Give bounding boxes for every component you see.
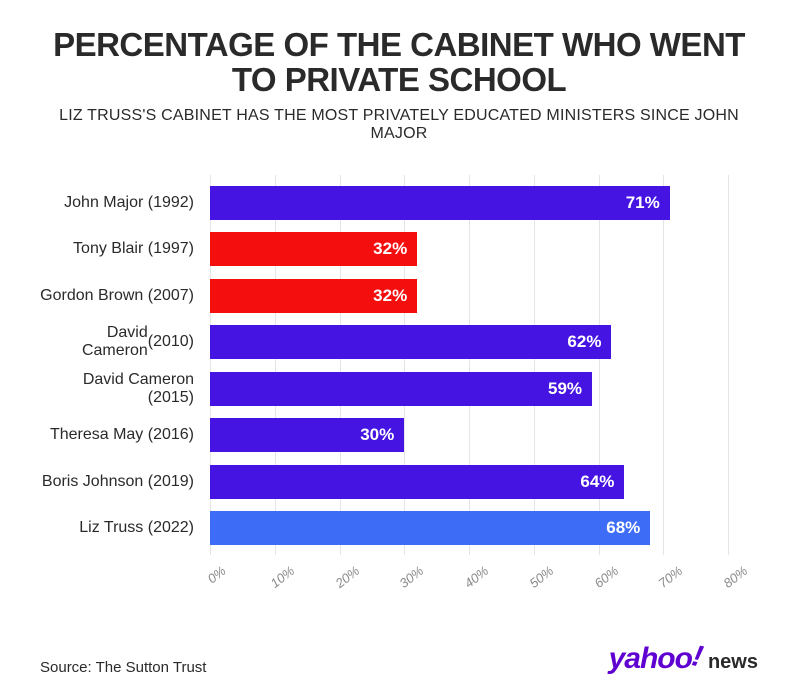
category-label: David Cameron(2010) <box>40 325 202 359</box>
yahoo-news-logo: yahoo! news <box>609 642 758 676</box>
x-axis: 0%10%20%30%40%50%60%70%80% <box>210 555 728 605</box>
x-tick-label: 80% <box>721 563 751 591</box>
category-label: Boris Johnson (2019) <box>40 465 202 499</box>
category-label: David Cameron (2015) <box>40 372 202 406</box>
bar: 30% <box>210 418 404 452</box>
x-tick-label: 40% <box>462 563 492 591</box>
x-tick-label: 0% <box>205 563 229 586</box>
bar-row: 62% <box>210 325 728 359</box>
plot-area: 71% 32% 32% 62% 59% 30% 64% 68% <box>210 175 728 555</box>
bars-container: 71% 32% 32% 62% 59% 30% 64% 68% <box>210 175 728 555</box>
bar-row: 68% <box>210 511 728 545</box>
bar: 32% <box>210 232 417 266</box>
category-label: Theresa May (2016) <box>40 418 202 452</box>
category-label: Liz Truss (2022) <box>40 511 202 545</box>
logo-sub: news <box>708 651 758 674</box>
bar: 59% <box>210 372 592 406</box>
gridline <box>728 175 729 555</box>
bar: 64% <box>210 465 624 499</box>
logo-brand: yahoo <box>609 642 692 676</box>
category-label: John Major (1992) <box>40 186 202 220</box>
bar-row: 71% <box>210 186 728 220</box>
bar: 32% <box>210 279 417 313</box>
bar-value-label: 62% <box>567 332 601 352</box>
bar: 62% <box>210 325 611 359</box>
bar-value-label: 64% <box>580 472 614 492</box>
bar-value-label: 32% <box>373 286 407 306</box>
source-text: Source: The Sutton Trust <box>40 659 206 676</box>
x-tick-label: 60% <box>591 563 621 591</box>
bar-row: 59% <box>210 372 728 406</box>
x-tick-label: 50% <box>526 563 556 591</box>
bar-value-label: 30% <box>360 425 394 445</box>
bar: 71% <box>210 186 670 220</box>
bar-row: 32% <box>210 279 728 313</box>
bar-chart: John Major (1992) Tony Blair (1997) Gordon… <box>40 175 758 605</box>
x-tick-label: 30% <box>397 563 427 591</box>
bar-value-label: 71% <box>626 193 660 213</box>
bar-value-label: 32% <box>373 239 407 259</box>
chart-subtitle: LIZ TRUSS'S CABINET HAS THE MOST PRIVATE… <box>40 107 758 143</box>
x-tick-label: 10% <box>267 563 297 591</box>
bar-value-label: 68% <box>606 518 640 538</box>
bar-value-label: 59% <box>548 379 582 399</box>
x-tick-label: 70% <box>656 563 686 591</box>
category-label: Gordon Brown (2007) <box>40 279 202 313</box>
bar-row: 30% <box>210 418 728 452</box>
bar-row: 32% <box>210 232 728 266</box>
bar-row: 64% <box>210 465 728 499</box>
bar: 68% <box>210 511 650 545</box>
chart-title: PERCENTAGE OF THE CABINET WHO WENT TO PR… <box>40 28 758 97</box>
category-label: Tony Blair (1997) <box>40 232 202 266</box>
x-tick-label: 20% <box>332 563 362 591</box>
y-axis-labels: John Major (1992) Tony Blair (1997) Gordon… <box>40 175 202 555</box>
